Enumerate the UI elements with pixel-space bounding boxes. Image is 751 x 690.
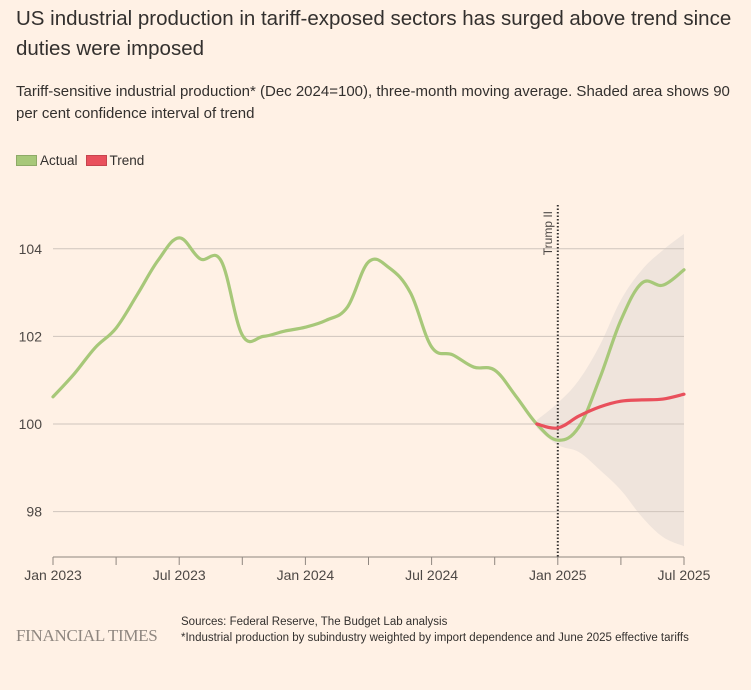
confidence-interval-band <box>536 233 684 547</box>
footnote-text: *Industrial production by subindustry we… <box>181 631 689 644</box>
x-tick-label: Jul 2025 <box>658 567 711 583</box>
x-tick-label: Jan 2023 <box>24 567 82 583</box>
y-tick-label: 102 <box>19 328 43 344</box>
legend-item-trend: Trend <box>85 153 145 168</box>
x-tick-label: Jan 2024 <box>277 567 335 583</box>
legend-swatch-actual <box>16 155 37 166</box>
legend-item-actual: Actual <box>16 153 78 168</box>
legend: Actual Trend <box>16 153 144 168</box>
sources-note: Sources: Federal Reserve, The Budget Lab… <box>181 615 721 646</box>
y-tick-label: 100 <box>19 416 43 432</box>
series-line-trend <box>535 392 686 430</box>
legend-swatch-trend <box>85 155 107 166</box>
legend-label-trend: Trend <box>109 153 145 168</box>
legend-label-actual: Actual <box>40 153 78 168</box>
y-tick-label: 98 <box>26 504 42 520</box>
x-tick-label: Jan 2025 <box>529 567 587 583</box>
chart-subtitle: Tariff-sensitive industrial production* … <box>16 83 730 122</box>
sources-text: Sources: Federal Reserve, The Budget Lab… <box>181 616 448 628</box>
chart-title: US industrial production in tariff-expos… <box>16 7 732 60</box>
annotation-label: Trump II <box>541 211 555 255</box>
y-tick-label: 104 <box>19 241 43 257</box>
ft-logo: FINANCIAL TIMES <box>16 626 158 645</box>
x-tick-label: Jul 2024 <box>405 567 458 583</box>
x-tick-label: Jul 2023 <box>153 567 206 583</box>
series-line-actual <box>51 236 686 442</box>
